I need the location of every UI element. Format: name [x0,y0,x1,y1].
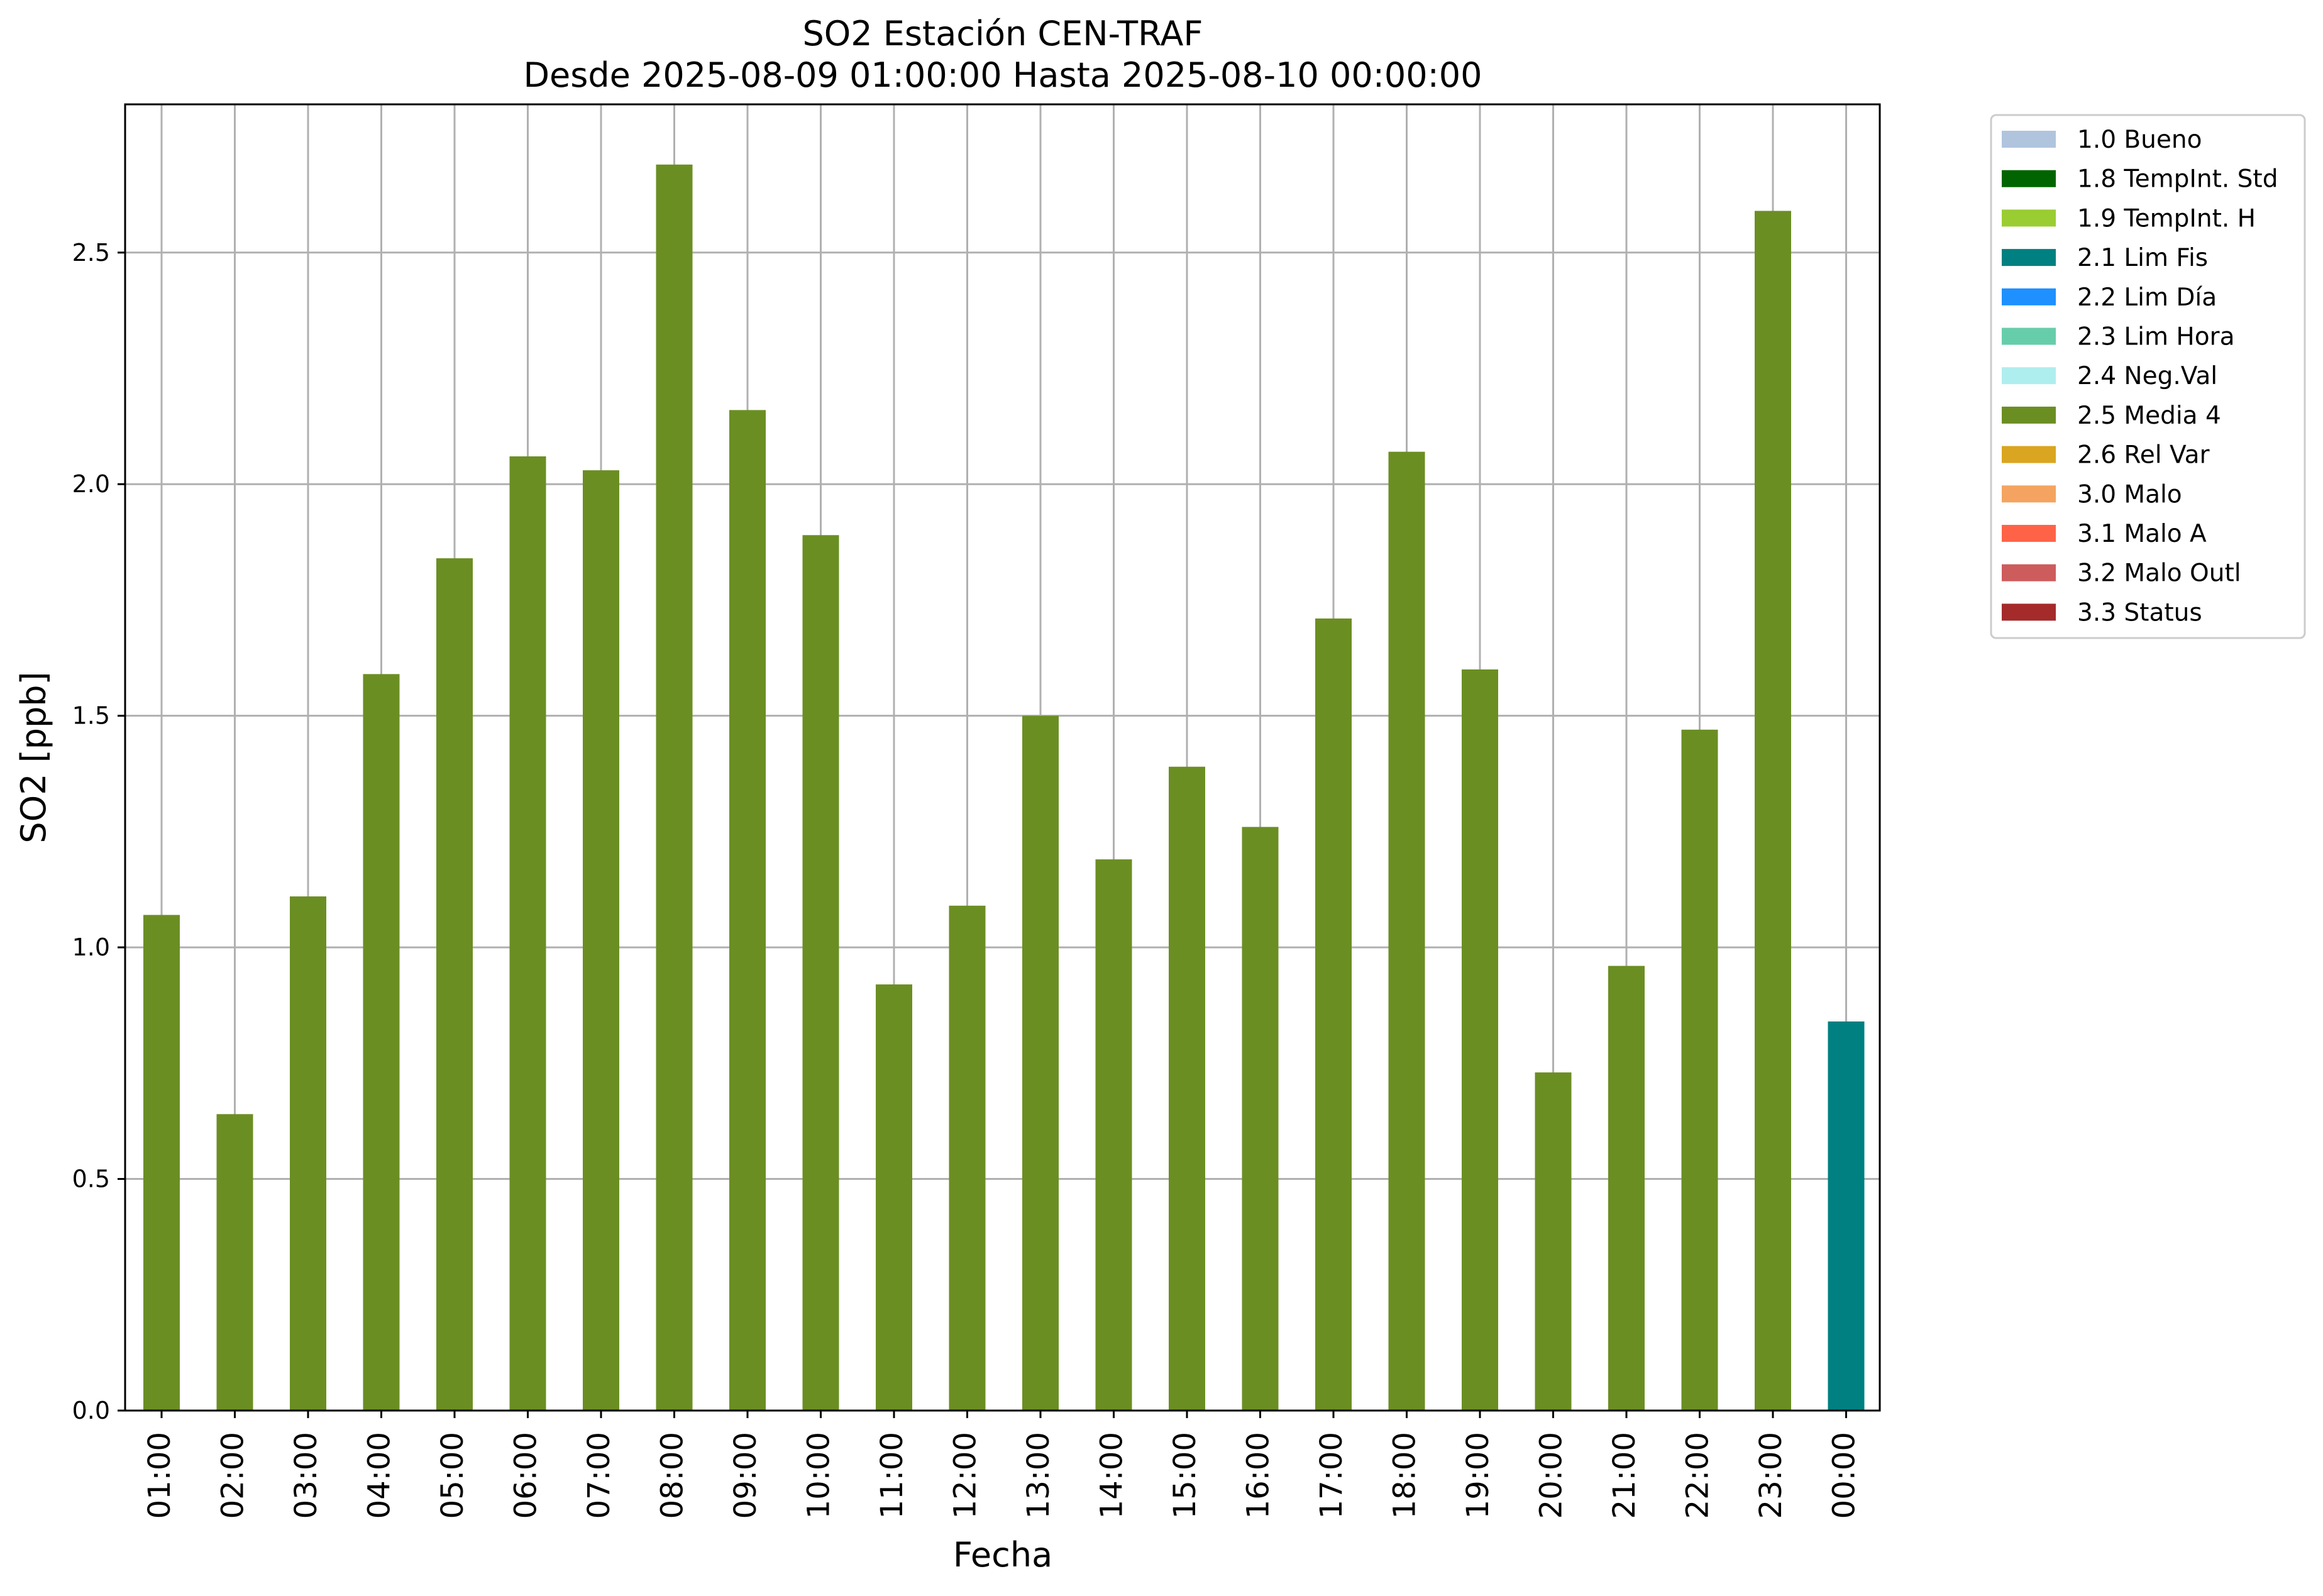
x-tick-label: 10:00 [802,1432,837,1519]
x-tick-label: 09:00 [728,1432,763,1519]
plot-frame [124,103,1881,1412]
legend-swatch [2002,288,2056,305]
legend: 1.0 Bueno 1.8 TempInt. Std 1.9 TempInt. H 2… [1990,114,2306,639]
chart-subtitle: Desde 2025-08-09 01:00:00 Hasta 2025-08-… [523,55,1482,95]
legend-label: 1.8 TempInt. Std [2077,165,2278,194]
x-tick-label: 17:00 [1314,1432,1349,1519]
bar-05:00 [436,558,473,1411]
bars [143,164,1865,1411]
x-tick-label: 08:00 [655,1432,690,1519]
x-axis-ticks: 01:00 02:00 03:00 04:00 05:00 06:00 07:00 08:00… [142,1411,1862,1519]
bar-02:00 [216,1114,253,1411]
legend-swatch [2002,485,2056,503]
x-tick-label: 23:00 [1753,1432,1789,1519]
chart-title: SO2 Estación CEN-TRAF [802,14,1203,53]
bar-22:00 [1681,729,1718,1411]
x-tick-label: 20:00 [1534,1432,1569,1519]
x-tick-label: 15:00 [1167,1432,1203,1519]
legend-label: 3.3 Status [2077,598,2202,627]
legend-swatch [2002,406,2056,424]
legend-swatch [2002,446,2056,463]
bar-03:00 [290,896,326,1411]
bar-20:00 [1535,1072,1572,1411]
legend-swatch [2002,525,2056,542]
legend-swatch [2002,327,2056,345]
bar-18:00 [1388,451,1425,1411]
y-tick-label: 0.5 [72,1165,110,1193]
x-axis-label: Fecha [953,1535,1052,1575]
x-tick-label: 21:00 [1607,1432,1642,1519]
x-tick-label: 07:00 [582,1432,617,1519]
legend-label: 1.0 Bueno [2077,126,2202,154]
y-tick-label: 2.0 [72,470,110,498]
x-tick-label: 02:00 [216,1432,251,1519]
legend-swatch [2002,209,2056,227]
x-tick-label: 22:00 [1680,1432,1716,1519]
bar-13:00 [1022,715,1059,1411]
bar-01:00 [143,915,180,1411]
legend-label: 3.0 Malo [2077,480,2182,509]
legend-label: 3.1 Malo A [2077,520,2207,548]
bar-14:00 [1095,859,1132,1411]
legend-frame [1990,114,2306,639]
legend-swatch [2002,603,2056,621]
bar-15:00 [1169,766,1205,1411]
legend-label: 2.1 Lim Fis [2077,244,2208,272]
y-tick-label: 1.5 [72,702,110,730]
legend-items: 1.0 Bueno 1.8 TempInt. Std 1.9 TempInt. H 2… [2002,126,2278,627]
legend-label: 2.2 Lim Día [2077,283,2217,312]
x-tick-label: 18:00 [1388,1432,1423,1519]
bar-00:00 [1828,1021,1865,1411]
x-tick-label: 01:00 [142,1432,177,1519]
x-tick-label: 06:00 [509,1432,544,1519]
bar-11:00 [876,984,912,1411]
y-tick-label: 1.0 [72,933,110,961]
legend-swatch [2002,249,2056,267]
bar-16:00 [1242,827,1279,1411]
x-tick-label: 14:00 [1095,1432,1130,1519]
bar-17:00 [1315,618,1352,1411]
y-tick-label: 0.0 [72,1397,110,1424]
bar-19:00 [1462,669,1498,1411]
x-tick-label: 00:00 [1827,1432,1862,1519]
x-tick-label: 05:00 [435,1432,470,1519]
legend-swatch [2002,564,2056,581]
bar-07:00 [583,470,619,1411]
x-tick-label: 13:00 [1021,1432,1056,1519]
bar-04:00 [363,674,400,1411]
y-axis-label: SO2 [ppb] [14,671,53,843]
legend-label: 1.9 TempInt. H [2077,204,2256,233]
bar-23:00 [1755,211,1791,1411]
legend-label: 2.3 Lim Hora [2077,323,2235,351]
bar-08:00 [656,164,693,1411]
legend-swatch [2002,170,2056,187]
bar-06:00 [509,456,546,1411]
x-tick-label: 19:00 [1460,1432,1496,1519]
legend-swatch [2002,131,2056,148]
x-tick-label: 12:00 [948,1432,983,1519]
legend-label: 3.2 Malo Outl [2077,559,2241,588]
bar-09:00 [729,410,766,1411]
legend-label: 2.4 Neg.Val [2077,362,2217,390]
legend-label: 2.6 Rel Var [2077,441,2210,470]
x-tick-label: 16:00 [1241,1432,1276,1519]
x-tick-label: 11:00 [875,1432,910,1519]
y-tick-label: 2.5 [72,239,110,267]
x-tick-label: 04:00 [362,1432,397,1519]
bar-21:00 [1608,966,1645,1411]
bar-12:00 [949,905,986,1411]
legend-swatch [2002,367,2056,385]
y-axis-ticks: 0.0 0.5 1.0 1.5 2.0 2.5 [72,239,125,1424]
x-tick-label: 03:00 [289,1432,324,1519]
legend-label: 2.5 Media 4 [2077,402,2221,430]
bar-10:00 [802,535,839,1411]
